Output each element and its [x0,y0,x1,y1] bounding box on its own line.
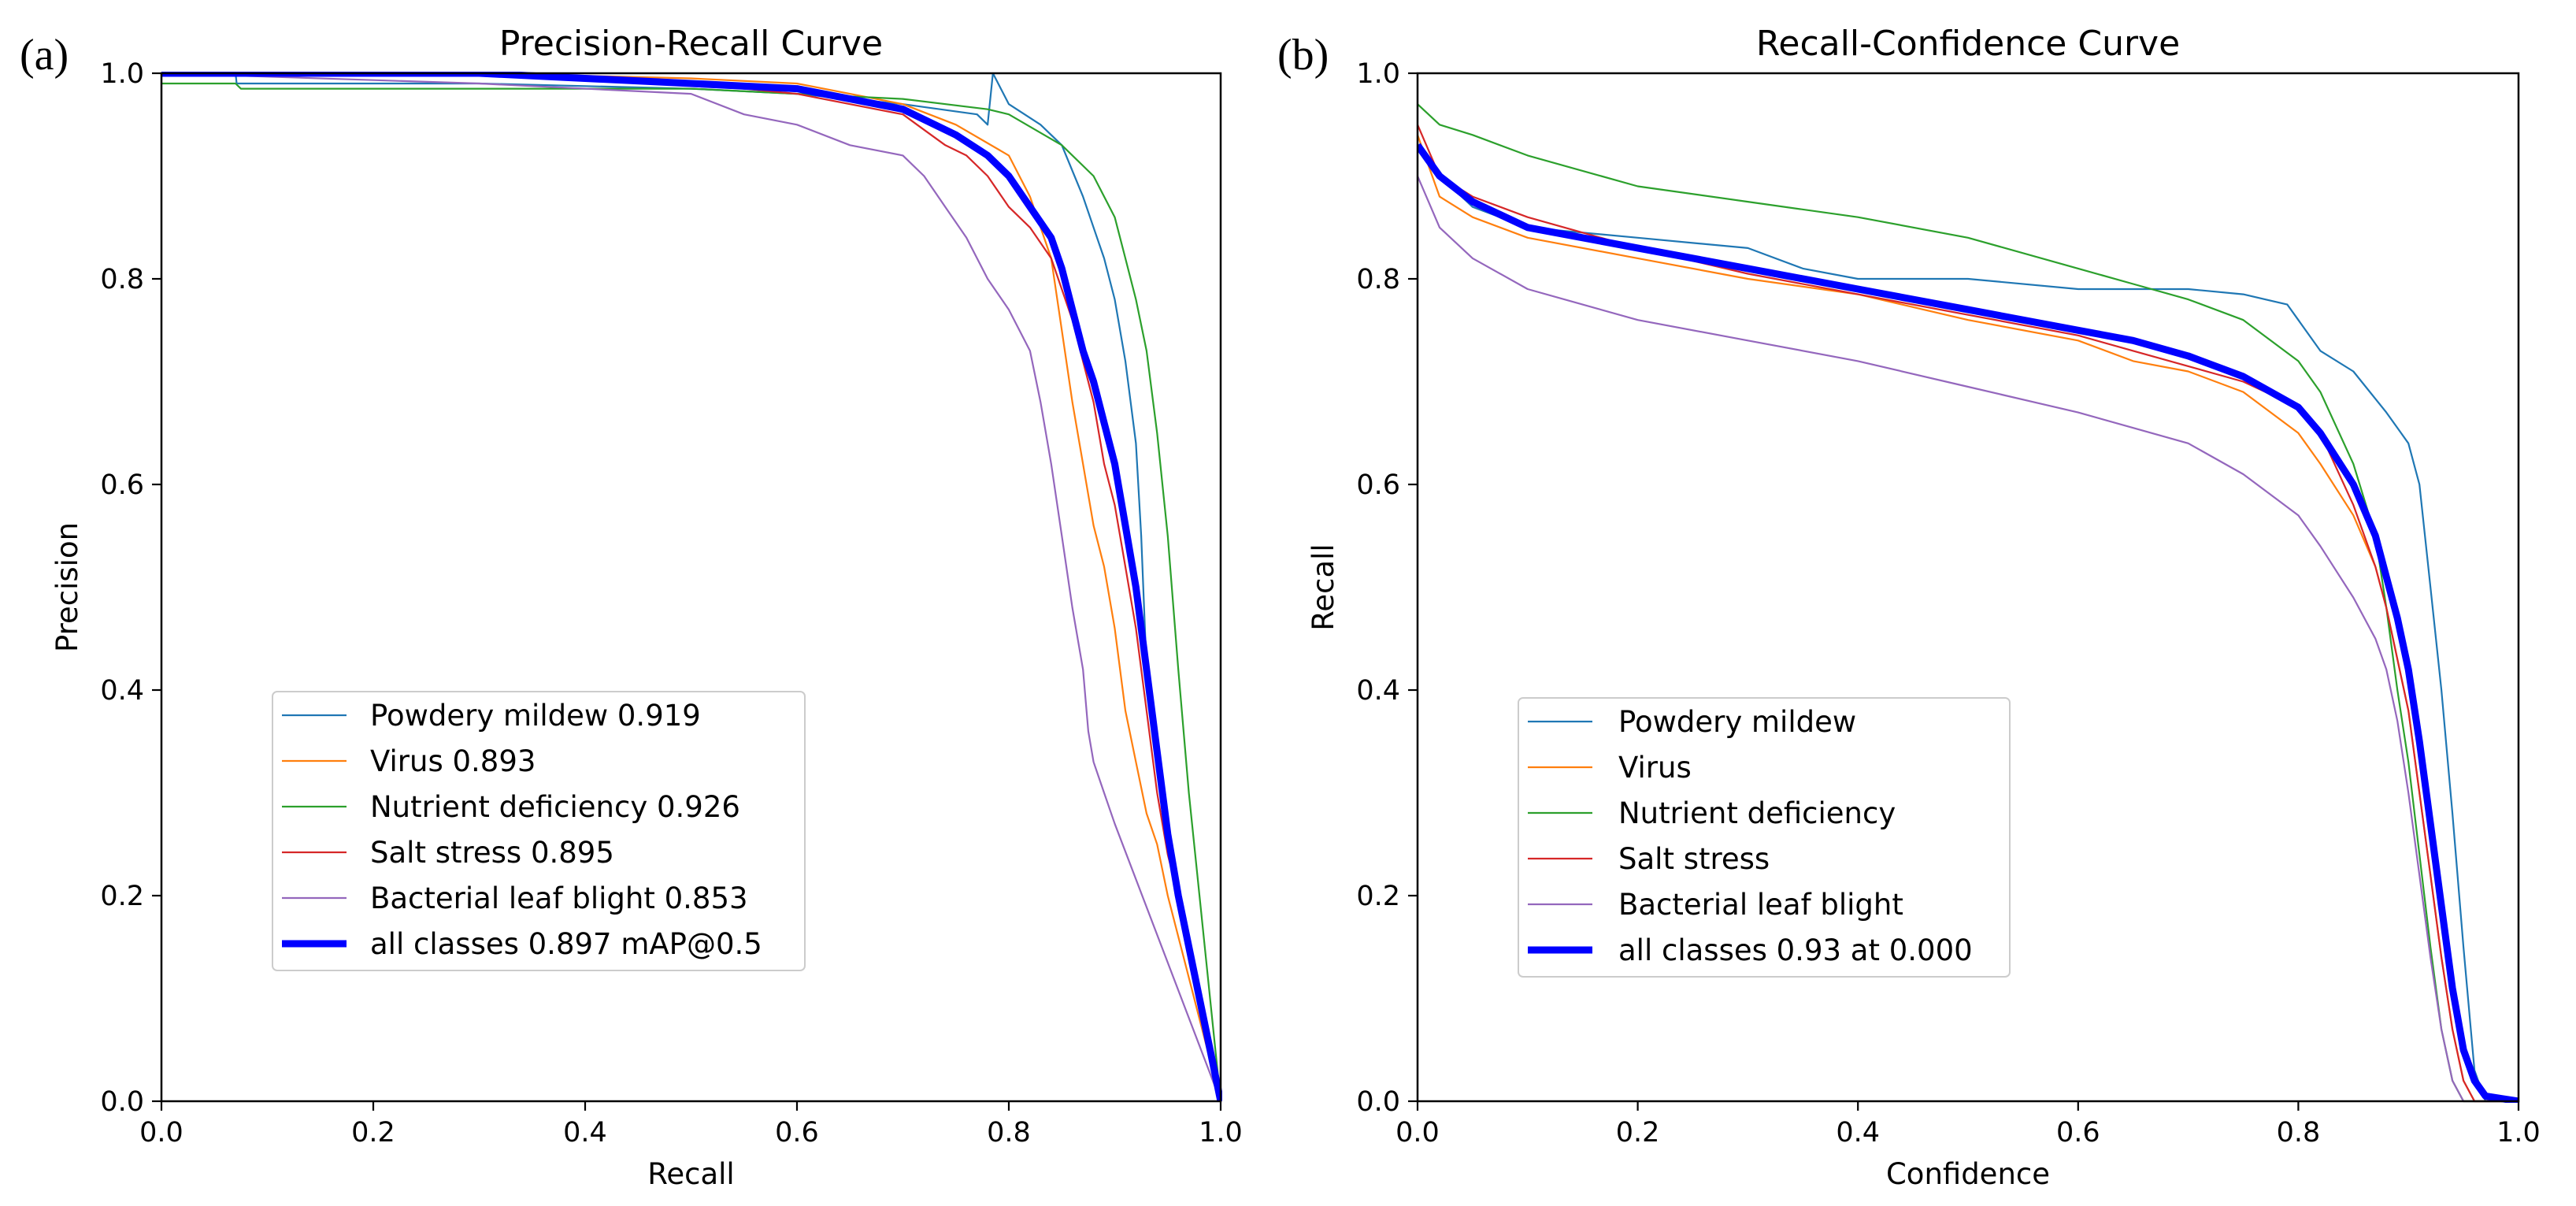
x-tick-label: 1.0 [1199,1117,1243,1148]
chart-title: Precision-Recall Curve [499,24,883,64]
legend: Powdery mildew Virus Nutrient deficiency Sa… [1518,697,2011,978]
legend-entry-label: Virus 0.893 [370,744,536,778]
x-tick-label: 1.0 [2496,1117,2541,1148]
y-tick-label: 0.0 [1356,1086,1400,1118]
legend-entry-label: Bacterial leaf blight 0.853 [370,881,748,915]
series-line-6 [161,72,1222,1102]
legend-entry-label: Powdery mildew [1618,705,1856,739]
y-tick-label: 0.6 [100,469,144,501]
y-tick-label: 0.8 [100,264,144,295]
y-tick-label: 0.2 [1356,881,1400,912]
x-tick-label: 0.2 [1616,1117,1660,1148]
x-tick-label: 0.6 [775,1117,819,1148]
y-tick-label: 0.0 [100,1086,144,1118]
x-axis-label: Recall [647,1157,734,1191]
y-axis-label: Precision [50,522,84,652]
legend-entry-label: Salt stress [1618,842,1770,876]
series-line-2 [161,72,1222,1102]
y-tick-label: 0.6 [1356,469,1400,501]
y-tick-label: 1.0 [1356,58,1400,90]
panel-label: (b) [1277,31,1329,80]
series-line-6 [1418,143,2519,1103]
chart-title: Recall-Confidence Curve [1756,24,2180,64]
y-tick-label: 1.0 [100,58,144,90]
x-tick-label: 0.8 [2277,1117,2321,1148]
x-tick-label: 0.2 [351,1117,395,1148]
legend-entry-label: all classes 0.93 at 0.000 [1618,933,1973,967]
x-tick-label: 0.4 [1836,1117,1880,1148]
legend-entry-label: all classes 0.897 mAP@0.5 [370,927,762,961]
series-line-5 [161,72,1222,1102]
plot-frame [160,72,1222,1103]
legend-entry-label: Bacterial leaf blight [1618,888,1903,922]
y-tick-label: 0.8 [1356,264,1400,295]
y-tick-label: 0.4 [1356,675,1400,707]
plot-frame [1416,72,2520,1103]
legend-entry-label: Powdery mildew 0.919 [370,699,701,733]
chart-precision-recall: (a) Precision-Recall Curve 0.0 0.2 0.4 0.6 0.8… [20,24,1243,1191]
legend: Powdery mildew 0.919 Virus 0.893 Nutrient … [272,691,806,971]
legend-entry-label: Nutrient deficiency [1618,796,1896,830]
y-tick-label: 0.4 [100,675,144,707]
series-line-3 [1418,103,2519,1103]
y-tick-label: 0.2 [100,881,144,912]
legend-entry-label: Virus [1618,751,1692,785]
legend-entry-label: Nutrient deficiency 0.926 [370,790,740,824]
legend-entry-label: Salt stress 0.895 [370,836,614,870]
series-line-5 [1418,176,2519,1103]
x-tick-label: 0.0 [1395,1117,1440,1148]
panel-label: (a) [20,31,69,80]
x-tick-label: 0.0 [139,1117,183,1148]
x-axis-label: Confidence [1886,1157,2050,1191]
legend-box [1518,697,2011,978]
chart-recall-confidence: (b) Recall-Confidence Curve 0.0 0.2 0.4 0.6 0.… [1277,24,2541,1191]
series-line-3 [161,82,1222,1102]
x-tick-label: 0.4 [563,1117,607,1148]
x-tick-label: 0.8 [987,1117,1031,1148]
series-line-4 [161,72,1222,1102]
series-line-1 [1418,144,2519,1103]
y-axis-label: Recall [1307,544,1340,630]
legend-box [272,691,806,971]
x-tick-label: 0.6 [2056,1117,2100,1148]
